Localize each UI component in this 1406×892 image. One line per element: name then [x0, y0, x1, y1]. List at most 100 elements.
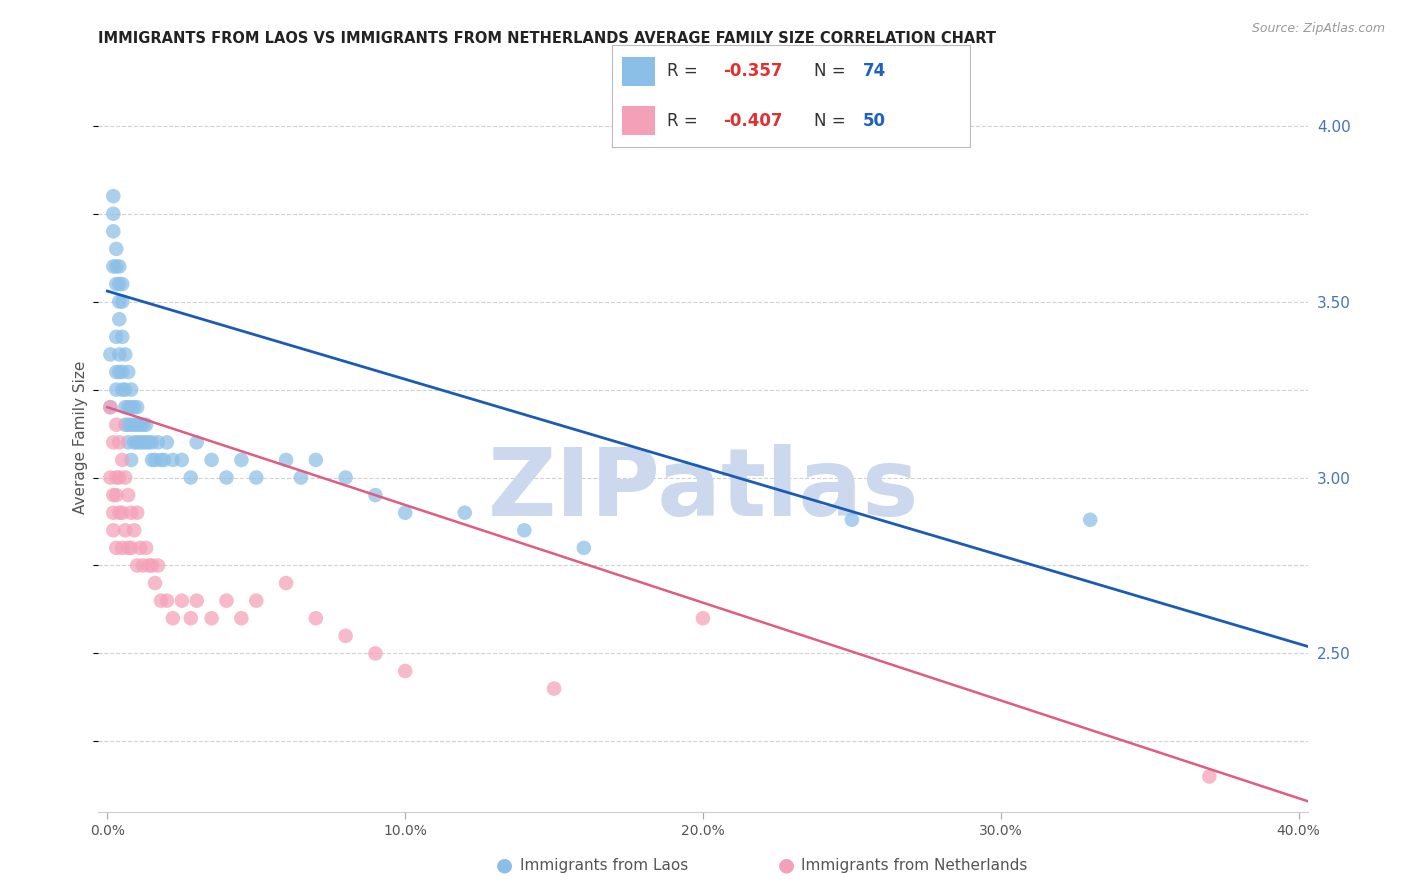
- Point: [394, 506, 416, 520]
- Point: [305, 611, 328, 625]
- Point: [127, 506, 149, 520]
- Point: [141, 453, 163, 467]
- Point: [103, 224, 125, 238]
- Point: [98, 400, 121, 414]
- Point: [103, 488, 125, 502]
- Point: [105, 260, 128, 274]
- Text: 74: 74: [862, 62, 886, 79]
- Point: [103, 435, 125, 450]
- Point: [120, 400, 142, 414]
- Point: [543, 681, 565, 696]
- Point: [274, 453, 297, 467]
- Point: [135, 541, 157, 555]
- Point: [200, 611, 222, 625]
- Point: [120, 541, 142, 555]
- Point: [127, 417, 149, 432]
- Point: [105, 417, 128, 432]
- Point: [454, 506, 477, 520]
- Point: [114, 417, 136, 432]
- Text: ●: ●: [778, 855, 794, 875]
- Point: [111, 330, 134, 344]
- Point: [120, 417, 142, 432]
- Text: Source: ZipAtlas.com: Source: ZipAtlas.com: [1251, 22, 1385, 36]
- Point: [156, 593, 179, 607]
- Point: [105, 242, 128, 256]
- Point: [138, 435, 160, 450]
- Point: [290, 470, 312, 484]
- Point: [162, 611, 184, 625]
- Point: [132, 558, 155, 573]
- Point: [117, 488, 139, 502]
- Point: [572, 541, 595, 555]
- Text: 50: 50: [862, 112, 886, 130]
- Point: [215, 470, 238, 484]
- Point: [108, 277, 131, 291]
- Point: [98, 400, 121, 414]
- Point: [114, 347, 136, 361]
- Point: [1198, 770, 1220, 784]
- Point: [138, 558, 160, 573]
- Point: [841, 513, 863, 527]
- Point: [105, 383, 128, 397]
- Point: [103, 260, 125, 274]
- Point: [1078, 513, 1101, 527]
- Point: [335, 629, 357, 643]
- FancyBboxPatch shape: [623, 106, 655, 135]
- Point: [153, 453, 176, 467]
- Point: [108, 260, 131, 274]
- Point: [143, 453, 166, 467]
- Point: [141, 435, 163, 450]
- Point: [108, 365, 131, 379]
- Point: [103, 524, 125, 538]
- Point: [335, 470, 357, 484]
- Point: [120, 383, 142, 397]
- Point: [117, 541, 139, 555]
- Point: [122, 524, 145, 538]
- Point: [143, 576, 166, 591]
- Point: [305, 453, 328, 467]
- Point: [135, 417, 157, 432]
- Point: [394, 664, 416, 678]
- Text: ●: ●: [496, 855, 513, 875]
- Point: [108, 470, 131, 484]
- Point: [180, 611, 202, 625]
- Point: [105, 277, 128, 291]
- Point: [141, 558, 163, 573]
- Text: N =: N =: [814, 62, 851, 79]
- Point: [135, 435, 157, 450]
- Point: [129, 435, 152, 450]
- Point: [186, 435, 208, 450]
- Point: [108, 435, 131, 450]
- Point: [111, 383, 134, 397]
- Point: [117, 417, 139, 432]
- Point: [105, 488, 128, 502]
- Text: Immigrants from Laos: Immigrants from Laos: [520, 858, 689, 872]
- Point: [108, 312, 131, 326]
- Point: [364, 488, 387, 502]
- Point: [111, 365, 134, 379]
- Text: ZIPatlas: ZIPatlas: [488, 443, 918, 535]
- Point: [111, 506, 134, 520]
- Point: [215, 593, 238, 607]
- Point: [127, 400, 149, 414]
- Point: [156, 435, 179, 450]
- Text: -0.407: -0.407: [723, 112, 782, 130]
- Point: [231, 453, 253, 467]
- Point: [245, 470, 267, 484]
- Point: [111, 453, 134, 467]
- Point: [117, 400, 139, 414]
- Point: [108, 347, 131, 361]
- Y-axis label: Average Family Size: Average Family Size: [73, 360, 89, 514]
- Point: [162, 453, 184, 467]
- Point: [111, 277, 134, 291]
- Point: [231, 611, 253, 625]
- Point: [120, 453, 142, 467]
- Point: [105, 470, 128, 484]
- Point: [513, 524, 536, 538]
- Point: [200, 453, 222, 467]
- Point: [122, 400, 145, 414]
- Point: [132, 435, 155, 450]
- Point: [111, 294, 134, 309]
- Point: [114, 470, 136, 484]
- Point: [122, 417, 145, 432]
